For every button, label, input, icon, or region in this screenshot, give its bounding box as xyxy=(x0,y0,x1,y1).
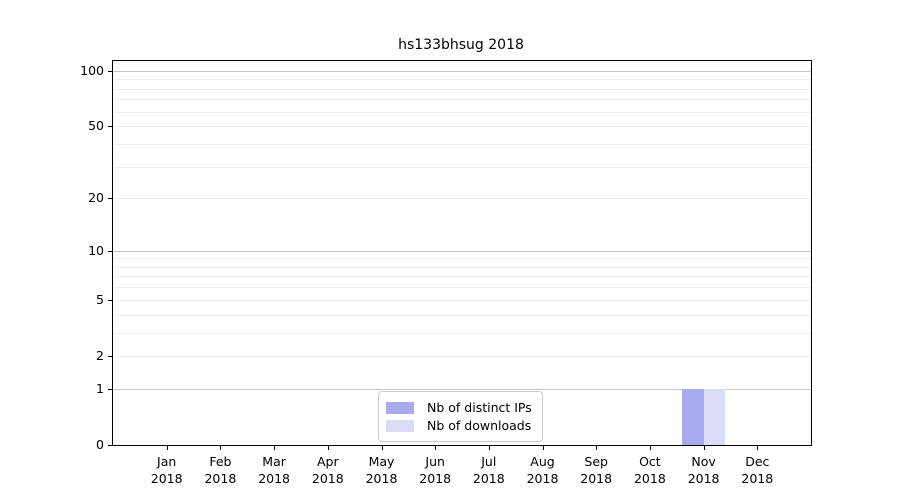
y-minor-gridline xyxy=(113,143,811,145)
y-minor-gridline xyxy=(113,332,811,334)
x-tick-year: 2018 xyxy=(419,470,452,486)
x-tick-year: 2018 xyxy=(150,470,183,486)
x-tick-year: 2018 xyxy=(311,470,344,486)
x-tick-mark xyxy=(649,446,651,450)
y-tick-mark xyxy=(108,198,112,200)
y-minor-gridline xyxy=(113,111,811,113)
y-tick-mark xyxy=(108,70,112,72)
x-tick-label: May 2018 xyxy=(350,454,414,488)
x-tick-label: Jun 2018 xyxy=(403,454,467,488)
y-minor-gridline xyxy=(113,266,811,268)
x-tick-year: 2018 xyxy=(365,470,398,486)
x-tick-mark xyxy=(381,446,383,450)
x-tick-mark xyxy=(327,446,329,450)
y-tick-label: 10 xyxy=(88,242,104,258)
y-tick-label: 2 xyxy=(96,347,104,363)
y-major-gridline xyxy=(113,388,811,390)
y-minor-gridline xyxy=(113,258,811,260)
x-tick-mark xyxy=(596,446,598,450)
y-major-gridline xyxy=(113,70,811,72)
legend-row: Nb of downloads xyxy=(386,417,532,434)
x-tick-month: Sep xyxy=(584,454,608,469)
x-tick-month: Dec xyxy=(745,454,770,469)
legend-swatch xyxy=(386,419,414,432)
x-tick-mark xyxy=(703,446,705,450)
y-tick-label: 5 xyxy=(96,291,104,307)
y-minor-gridline xyxy=(113,88,811,90)
plot-area: 0 1 2 5 10 20 50 100 Jan 2018 Feb 2018 Mar 2018 Apr 20… xyxy=(80,60,812,486)
x-tick-mark xyxy=(435,446,437,450)
x-tick-month: Jan xyxy=(157,454,177,469)
x-tick-month: Mar xyxy=(262,454,286,469)
x-tick-label: Apr 2018 xyxy=(296,454,360,488)
x-tick-month: Aug xyxy=(530,454,555,469)
y-tick-label: 20 xyxy=(88,190,104,206)
legend: Nb of distinct IPs Nb of downloads xyxy=(378,391,543,442)
y-tick-mark xyxy=(108,355,112,357)
x-tick-year: 2018 xyxy=(687,470,720,486)
chart-title: hs133bhsug 2018 xyxy=(398,37,524,53)
y-minor-gridline xyxy=(113,314,811,316)
y-tick-mark xyxy=(108,250,112,252)
x-tick-mark xyxy=(757,446,759,450)
y-minor-gridline xyxy=(113,299,811,301)
y-minor-gridline xyxy=(113,355,811,357)
x-tick-label: Dec 2018 xyxy=(725,454,789,488)
x-tick-year: 2018 xyxy=(204,470,237,486)
x-tick-year: 2018 xyxy=(526,470,559,486)
y-tick-label: 1 xyxy=(96,380,104,396)
y-tick-mark xyxy=(108,299,112,301)
y-minor-gridline xyxy=(113,276,811,278)
x-tick-month: May xyxy=(368,454,395,469)
x-tick-label: Mar 2018 xyxy=(242,454,306,488)
legend-label: Nb of distinct IPs xyxy=(427,400,532,415)
legend-label: Nb of downloads xyxy=(427,418,532,433)
x-tick-label: Nov 2018 xyxy=(672,454,736,488)
y-tick-mark xyxy=(108,388,112,390)
x-tick-year: 2018 xyxy=(472,470,505,486)
y-minor-gridline xyxy=(113,126,811,128)
x-tick-mark xyxy=(274,446,276,450)
bar-nb-of-downloads xyxy=(703,388,726,445)
x-tick-month: Jun xyxy=(425,454,445,469)
legend-swatch xyxy=(386,401,414,414)
x-tick-month: Apr xyxy=(316,454,339,469)
x-tick-label: Jan 2018 xyxy=(135,454,199,488)
x-tick-mark xyxy=(220,446,222,450)
x-tick-year: 2018 xyxy=(258,470,290,486)
x-tick-year: 2018 xyxy=(633,470,666,486)
y-tick-label: 100 xyxy=(80,62,104,78)
y-minor-gridline xyxy=(113,99,811,101)
x-tick-label: Oct 2018 xyxy=(618,454,682,488)
x-tick-year: 2018 xyxy=(580,470,613,486)
x-tick-label: Aug 2018 xyxy=(511,454,575,488)
y-minor-gridline xyxy=(113,79,811,81)
y-tick-label: 50 xyxy=(88,118,104,134)
x-tick-month: Nov xyxy=(691,454,716,469)
x-tick-year: 2018 xyxy=(741,470,774,486)
x-tick-mark xyxy=(166,446,168,450)
y-tick-mark xyxy=(108,445,112,446)
x-tick-mark xyxy=(488,446,490,450)
y-tick-mark xyxy=(108,126,112,128)
x-tick-month: Oct xyxy=(639,454,661,469)
x-tick-label: Sep 2018 xyxy=(564,454,628,488)
x-tick-label: Jul 2018 xyxy=(457,454,521,488)
y-minor-gridline xyxy=(113,166,811,168)
x-tick-label: Feb 2018 xyxy=(188,454,252,488)
y-minor-gridline xyxy=(113,287,811,289)
x-tick-month: Jul xyxy=(481,454,497,469)
legend-row: Nb of distinct IPs xyxy=(386,399,532,416)
y-tick-label: 0 xyxy=(96,437,104,452)
bar-nb-of-distinct-ips xyxy=(682,388,704,445)
y-minor-gridline xyxy=(113,198,811,200)
x-tick-mark xyxy=(542,446,544,450)
x-tick-month: Feb xyxy=(209,454,232,469)
y-major-gridline xyxy=(113,250,811,252)
